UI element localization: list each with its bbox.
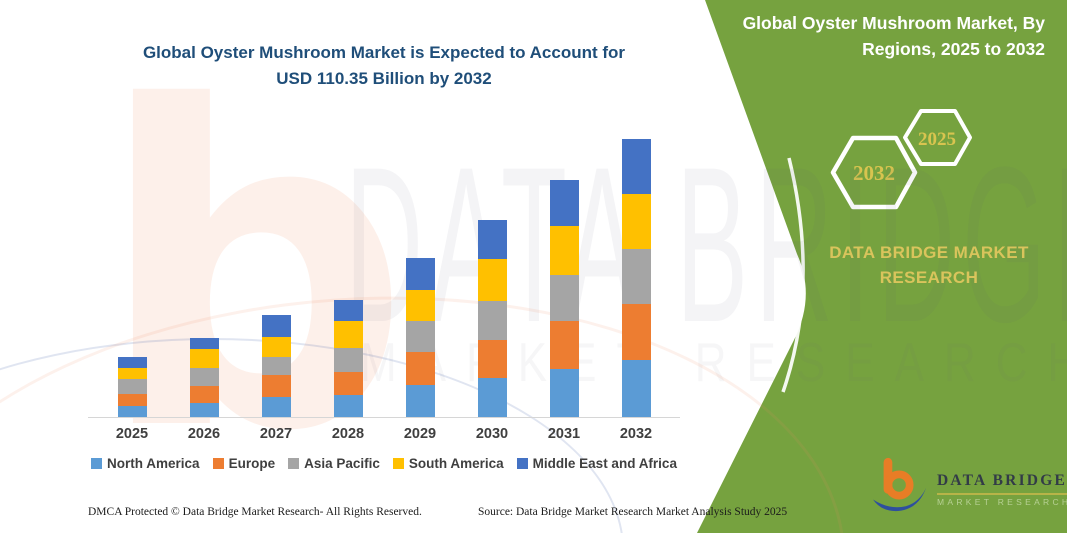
bar-segment-2025-middle-east-and-africa bbox=[117, 356, 147, 368]
databridge-logo-text: DATA BRIDGE MARKET RESEARCH bbox=[937, 472, 1067, 507]
bar-segment-2025-asia-pacific bbox=[117, 378, 147, 394]
bar-segment-2027-north-america bbox=[261, 396, 291, 417]
databridge-logo: DATA BRIDGE MARKET RESEARCH bbox=[872, 456, 1067, 512]
hexagon-2032 bbox=[830, 135, 918, 210]
x-axis-line bbox=[88, 417, 680, 418]
hexagon-2025 bbox=[903, 109, 972, 166]
x-axis-label-2031: 2031 bbox=[547, 426, 581, 442]
bar-segment-2029-asia-pacific bbox=[405, 321, 435, 352]
source-text: Source: Data Bridge Market Research Mark… bbox=[478, 506, 788, 518]
bar-2026 bbox=[168, 139, 240, 417]
legend-label: Middle East and Africa bbox=[532, 456, 677, 471]
bar-2027 bbox=[240, 139, 312, 417]
chart-title-line2: USD 110.35 Billion by 2032 bbox=[276, 68, 492, 88]
logo-divider bbox=[937, 493, 1067, 495]
bar-2028 bbox=[312, 139, 384, 417]
x-axis-label-2026: 2026 bbox=[187, 426, 221, 442]
bar-segment-2026-middle-east-and-africa bbox=[189, 337, 219, 349]
panel-title: Global Oyster Mushroom Market, By Region… bbox=[742, 13, 1045, 60]
legend-item-europe: Europe bbox=[212, 456, 276, 471]
bar-2030 bbox=[456, 139, 528, 417]
bar-segment-2026-europe bbox=[189, 385, 219, 403]
bar-segment-2032-europe bbox=[621, 304, 651, 360]
databridge-logo-mark bbox=[873, 457, 927, 512]
panel-accent-arc bbox=[781, 157, 805, 393]
legend-item-asia-pacific: Asia Pacific bbox=[288, 456, 380, 471]
x-axis-label-2030: 2030 bbox=[475, 426, 509, 442]
copyright-text: DMCA Protected © Data Bridge Market Rese… bbox=[88, 506, 422, 518]
panel-brand-line2: RESEARCH bbox=[879, 267, 979, 287]
bar-segment-2028-europe bbox=[333, 371, 363, 395]
legend-item-middle-east-and-africa: Middle East and Africa bbox=[516, 456, 677, 471]
legend-swatch-south-america bbox=[392, 458, 404, 469]
bar-2032 bbox=[600, 139, 672, 417]
bar-segment-2028-south-america bbox=[333, 321, 363, 349]
bar-2025 bbox=[96, 139, 168, 417]
legend-label: South America bbox=[408, 456, 504, 471]
green-panel-shape bbox=[697, 0, 1067, 533]
bar-segment-2032-asia-pacific bbox=[621, 249, 651, 305]
x-axis-label-2027: 2027 bbox=[259, 426, 293, 442]
bar-segment-2027-middle-east-and-africa bbox=[261, 315, 291, 338]
bar-segment-2032-south-america bbox=[621, 194, 651, 250]
bar-segment-2030-europe bbox=[477, 340, 507, 378]
bar-segment-2029-north-america bbox=[405, 385, 435, 417]
bar-segment-2026-south-america bbox=[189, 348, 219, 368]
x-axis-label-2032: 2032 bbox=[619, 426, 653, 442]
bar-segment-2030-north-america bbox=[477, 378, 507, 417]
bar-segment-2029-europe bbox=[405, 352, 435, 385]
bar-segment-2032-middle-east-and-africa bbox=[621, 139, 651, 195]
legend-swatch-middle-east-and-africa bbox=[516, 458, 528, 469]
legend-swatch-asia-pacific bbox=[288, 458, 300, 469]
x-axis-label-2029: 2029 bbox=[403, 426, 437, 442]
bar-segment-2025-europe bbox=[117, 393, 147, 406]
bar-segment-2028-middle-east-and-africa bbox=[333, 300, 363, 322]
bar-2031 bbox=[528, 139, 600, 417]
logo-tagline: MARKET RESEARCH bbox=[937, 497, 1067, 507]
x-axis-label-2025: 2025 bbox=[115, 426, 149, 442]
logo-name: DATA BRIDGE bbox=[937, 472, 1067, 489]
bar-segment-2031-asia-pacific bbox=[549, 274, 579, 321]
legend-swatch-north-america bbox=[91, 458, 103, 469]
bar-segment-2027-asia-pacific bbox=[261, 356, 291, 375]
legend-item-south-america: South America bbox=[392, 456, 504, 471]
chart-title-line1: Global Oyster Mushroom Market is Expecte… bbox=[142, 43, 626, 62]
bar-segment-2027-south-america bbox=[261, 337, 291, 357]
bar-segment-2026-north-america bbox=[189, 402, 219, 417]
bar-segment-2031-middle-east-and-africa bbox=[549, 179, 579, 226]
plot-area bbox=[96, 139, 672, 417]
chart-legend: North America Europe Asia Pacific South Ame… bbox=[88, 456, 680, 471]
bar-segment-2027-europe bbox=[261, 374, 291, 397]
legend-label: Europe bbox=[228, 456, 276, 471]
bar-segment-2026-asia-pacific bbox=[189, 367, 219, 386]
bar-segment-2029-middle-east-and-africa bbox=[405, 258, 435, 290]
hexagon-2032-label: 2032 bbox=[853, 161, 895, 185]
legend-label: North America bbox=[107, 456, 200, 471]
legend-item-north-america: North America bbox=[91, 456, 200, 471]
x-axis-label-2028: 2028 bbox=[331, 426, 365, 442]
x-axis-labels: 2025 2026 2027 2028 2029 2030 2031 2032 bbox=[96, 426, 672, 442]
panel-brand-text: DATA BRIDGE MARKET RESEARCH bbox=[790, 241, 1067, 290]
bar-segment-2030-middle-east-and-africa bbox=[477, 219, 507, 259]
bar-segment-2028-asia-pacific bbox=[333, 348, 363, 372]
bar-segment-2028-north-america bbox=[333, 394, 363, 417]
bar-segment-2031-europe bbox=[549, 320, 579, 369]
bar-segment-2030-south-america bbox=[477, 258, 507, 301]
hexagon-2025-label: 2025 bbox=[918, 129, 956, 150]
bar-segment-2031-north-america bbox=[549, 368, 579, 417]
bar-segment-2031-south-america bbox=[549, 225, 579, 275]
bar-segment-2030-asia-pacific bbox=[477, 301, 507, 340]
legend-swatch-europe bbox=[212, 458, 224, 469]
bar-segment-2025-north-america bbox=[117, 405, 147, 417]
panel-brand-line1: DATA BRIDGE MARKET bbox=[829, 243, 1029, 262]
bar-segment-2029-south-america bbox=[405, 290, 435, 321]
bar-segment-2032-north-america bbox=[621, 359, 651, 417]
bar-segment-2025-south-america bbox=[117, 367, 147, 379]
chart-title: Global Oyster Mushroom Market is Expecte… bbox=[88, 40, 680, 91]
bar-2029 bbox=[384, 139, 456, 417]
legend-label: Asia Pacific bbox=[304, 456, 380, 471]
